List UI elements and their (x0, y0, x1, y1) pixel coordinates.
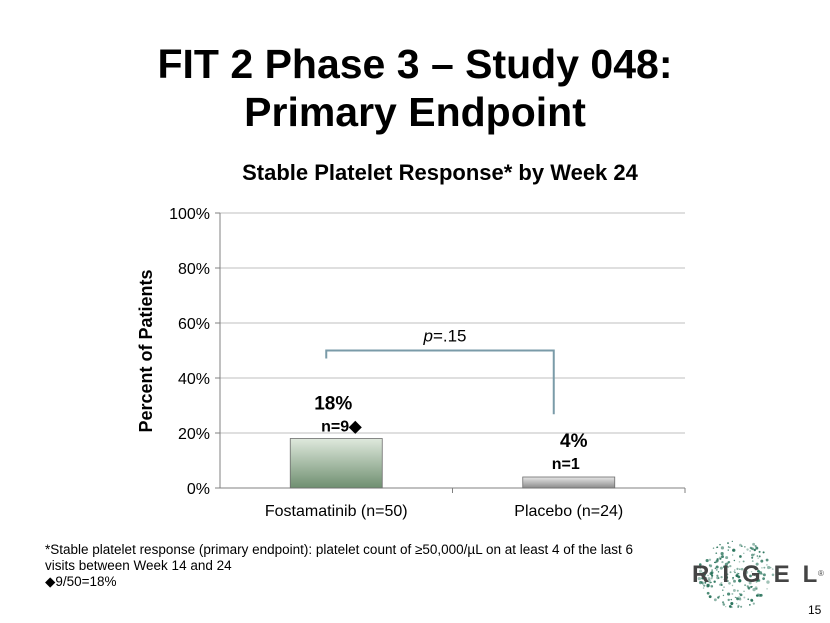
y-axis-label: Percent of Patients (136, 269, 156, 432)
bars (289, 438, 616, 489)
significance-bracket (325, 349, 555, 415)
p-value-label: p=.15 (422, 327, 466, 346)
slide-title-line-2: Primary Endpoint (244, 89, 586, 135)
bar (522, 476, 616, 489)
y-tick-label: 40% (178, 371, 210, 388)
footnote-line-3: ◆9/50=18% (45, 574, 117, 589)
y-tick-label: 80% (178, 261, 210, 278)
p-value-annotation: p=.15 (325, 327, 555, 415)
gridlines (220, 212, 685, 434)
count-label: n=9◆ (321, 419, 362, 436)
logo-registered-mark: ® (818, 569, 824, 578)
x-tick-label: Placebo (n=24) (514, 503, 623, 520)
y-tick-label: 100% (169, 206, 210, 223)
bar (289, 438, 383, 489)
y-tick-label: 0% (187, 481, 210, 498)
logo-dot-pattern (697, 540, 775, 609)
axes: 0% 20% 40% 60% 80% 100% Fostamatinib (n=50) Pla… (169, 206, 686, 520)
footnote-line-2: visits between Week 14 and 24 (45, 558, 232, 573)
chart-title: Stable Platelet Response* by Week 24 (242, 160, 638, 185)
data-labels: 18% n=9◆ 4% n=1 (314, 394, 587, 474)
value-label: 18% (314, 394, 352, 415)
footnote: *Stable platelet response (primary endpo… (45, 542, 665, 590)
slide-title: FIT 2 Phase 3 – Study 048: Primary Endpo… (0, 40, 830, 136)
value-label: 4% (560, 431, 588, 452)
page-number: 15 (808, 603, 822, 617)
y-tick-label: 20% (178, 426, 210, 443)
rigel-logo: RIGEL ® (692, 540, 830, 609)
count-label: n=1 (552, 456, 580, 473)
x-tick-label: Fostamatinib (n=50) (265, 503, 408, 520)
slide-title-line-1: FIT 2 Phase 3 – Study 048: (157, 41, 673, 87)
y-tick-label: 60% (178, 316, 210, 333)
footnote-line-1: *Stable platelet response (primary endpo… (45, 542, 634, 557)
bar-chart: 0% 20% 40% 60% 80% 100% Fostamatinib (n=50) Pla… (136, 206, 686, 520)
logo-text: RIGEL (692, 561, 830, 588)
